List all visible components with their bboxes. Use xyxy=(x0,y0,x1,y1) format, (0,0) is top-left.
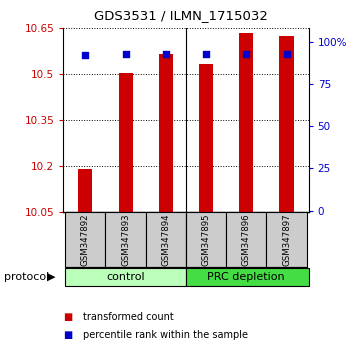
Text: transformed count: transformed count xyxy=(83,312,174,322)
Bar xyxy=(186,212,226,267)
Bar xyxy=(199,64,213,212)
Point xyxy=(163,51,169,57)
Text: ■: ■ xyxy=(63,330,73,339)
Bar xyxy=(105,212,146,267)
Point xyxy=(284,51,290,57)
Text: GSM347894: GSM347894 xyxy=(161,213,170,266)
Text: GSM347896: GSM347896 xyxy=(242,213,251,266)
Text: GSM347893: GSM347893 xyxy=(121,213,130,266)
Bar xyxy=(186,268,309,286)
Text: GSM347897: GSM347897 xyxy=(282,213,291,266)
Bar xyxy=(239,33,253,212)
Text: control: control xyxy=(106,272,145,282)
Bar xyxy=(279,36,293,212)
Bar xyxy=(65,212,105,267)
Point xyxy=(203,51,209,57)
Point xyxy=(243,51,249,57)
Text: percentile rank within the sample: percentile rank within the sample xyxy=(83,330,248,339)
Text: GSM347892: GSM347892 xyxy=(81,213,90,266)
Text: GDS3531 / ILMN_1715032: GDS3531 / ILMN_1715032 xyxy=(93,9,268,22)
Bar xyxy=(78,170,92,212)
Point xyxy=(123,51,129,57)
Bar xyxy=(159,55,173,212)
Bar xyxy=(266,212,306,267)
Bar xyxy=(118,73,132,212)
Text: ▶: ▶ xyxy=(47,272,56,282)
Point xyxy=(82,52,88,58)
Text: GSM347895: GSM347895 xyxy=(201,213,210,266)
Text: ■: ■ xyxy=(63,312,73,322)
Bar xyxy=(65,268,186,286)
Bar xyxy=(146,212,186,267)
Bar xyxy=(226,212,266,267)
Text: protocol: protocol xyxy=(4,272,49,282)
Text: PRC depletion: PRC depletion xyxy=(208,272,285,282)
